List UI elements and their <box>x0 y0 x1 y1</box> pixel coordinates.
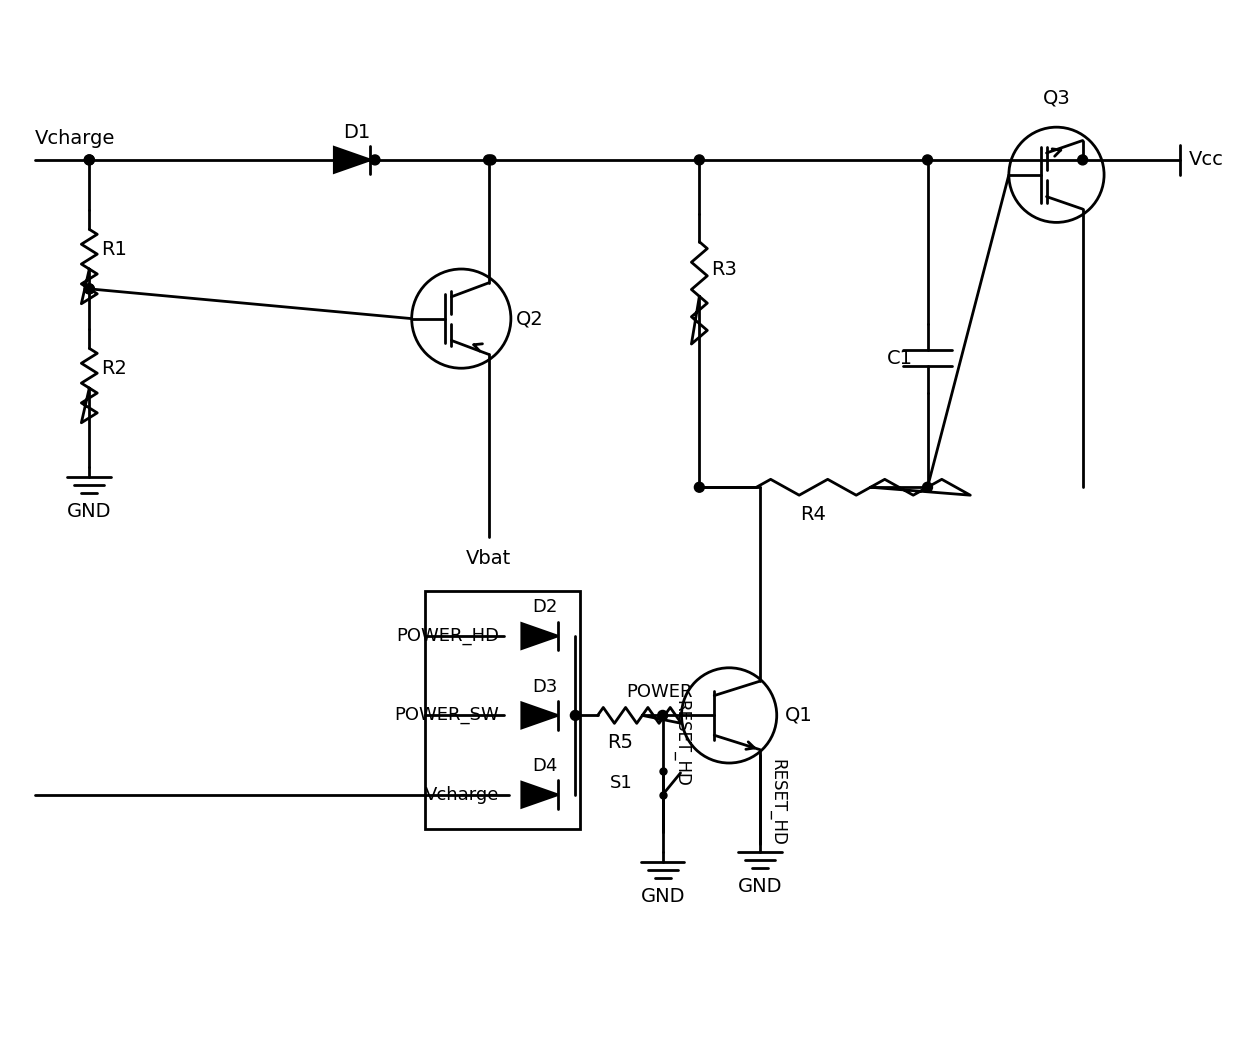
Circle shape <box>84 284 94 293</box>
Polygon shape <box>522 703 558 728</box>
Text: POWER_SW: POWER_SW <box>394 706 498 725</box>
Text: Q1: Q1 <box>785 706 812 725</box>
Circle shape <box>923 155 932 165</box>
Circle shape <box>657 710 667 721</box>
Circle shape <box>1078 155 1087 165</box>
Text: R3: R3 <box>712 259 737 279</box>
Circle shape <box>486 155 496 165</box>
Text: RESET_HD: RESET_HD <box>672 700 691 787</box>
Text: D2: D2 <box>532 598 557 616</box>
Circle shape <box>370 155 379 165</box>
Text: GND: GND <box>738 877 782 896</box>
Circle shape <box>84 284 94 293</box>
Text: POWER: POWER <box>626 682 693 701</box>
Circle shape <box>923 482 932 493</box>
Text: GND: GND <box>67 502 112 522</box>
Text: R5: R5 <box>608 733 632 752</box>
Bar <box>424 591 580 830</box>
Text: C1: C1 <box>887 348 913 368</box>
Text: Vcharge: Vcharge <box>35 129 115 148</box>
Circle shape <box>84 155 94 165</box>
Text: Vcc: Vcc <box>1188 150 1224 169</box>
Circle shape <box>84 155 94 165</box>
Polygon shape <box>335 147 370 172</box>
Text: Q2: Q2 <box>516 309 543 328</box>
Text: D1: D1 <box>343 123 371 142</box>
Text: Vcharge: Vcharge <box>424 786 498 804</box>
Polygon shape <box>522 623 558 648</box>
Text: Q3: Q3 <box>1043 88 1070 108</box>
Circle shape <box>484 155 494 165</box>
Text: R2: R2 <box>102 359 126 377</box>
Text: R4: R4 <box>801 505 826 524</box>
Text: RESET_HD: RESET_HD <box>768 759 786 846</box>
Text: POWER_HD: POWER_HD <box>396 627 498 645</box>
Text: D4: D4 <box>532 757 557 775</box>
Text: GND: GND <box>640 887 684 906</box>
Polygon shape <box>522 782 558 807</box>
Text: Vbat: Vbat <box>466 549 511 567</box>
Text: R1: R1 <box>102 240 126 258</box>
Text: S1: S1 <box>610 774 632 792</box>
Text: D3: D3 <box>532 677 557 696</box>
Circle shape <box>570 710 580 721</box>
Circle shape <box>694 482 704 493</box>
Circle shape <box>694 155 704 165</box>
